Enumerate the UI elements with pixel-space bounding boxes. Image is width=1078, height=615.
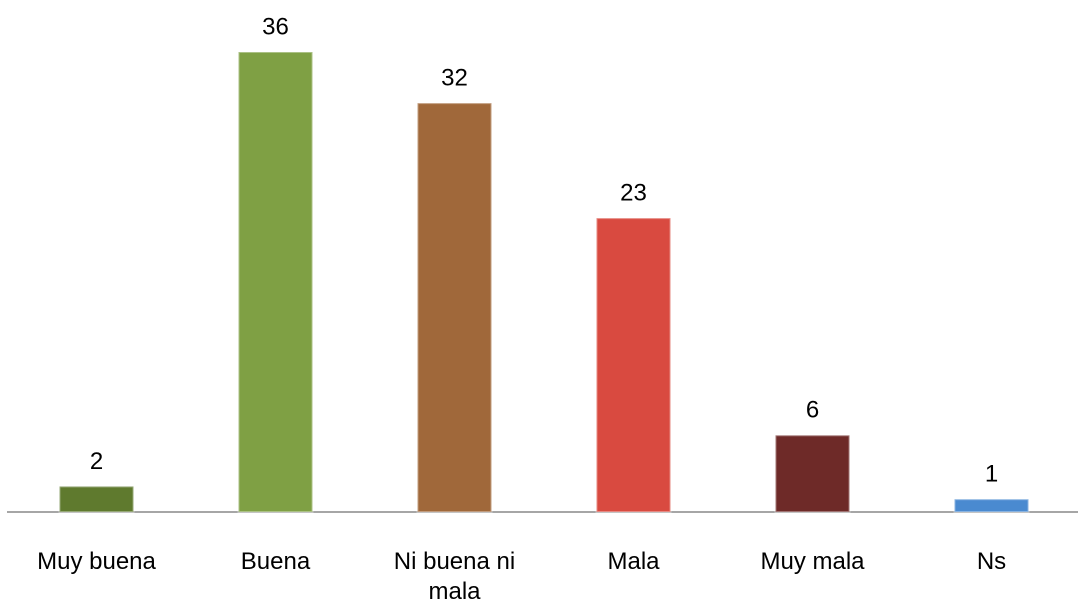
- bar: [953, 498, 1030, 514]
- data-label: 23: [620, 179, 647, 206]
- x-tick-label: Muy buena: [37, 548, 156, 575]
- x-tick-label: Muy mala: [760, 548, 865, 575]
- x-tick-label: Mala: [607, 548, 660, 575]
- x-tick-label: Ns: [976, 548, 1007, 575]
- data-label: 36: [262, 13, 289, 40]
- bar: [58, 485, 135, 514]
- bar: [416, 102, 493, 513]
- bar: [237, 51, 314, 513]
- data-label: 6: [806, 397, 819, 424]
- data-label: 1: [985, 461, 998, 488]
- x-tick-label: Ni buena ni mala: [393, 548, 516, 605]
- data-label: 2: [90, 448, 103, 475]
- x-tick-label: Buena: [240, 548, 311, 575]
- bar: [595, 217, 672, 513]
- bar: [774, 434, 851, 514]
- data-label: 32: [441, 64, 468, 91]
